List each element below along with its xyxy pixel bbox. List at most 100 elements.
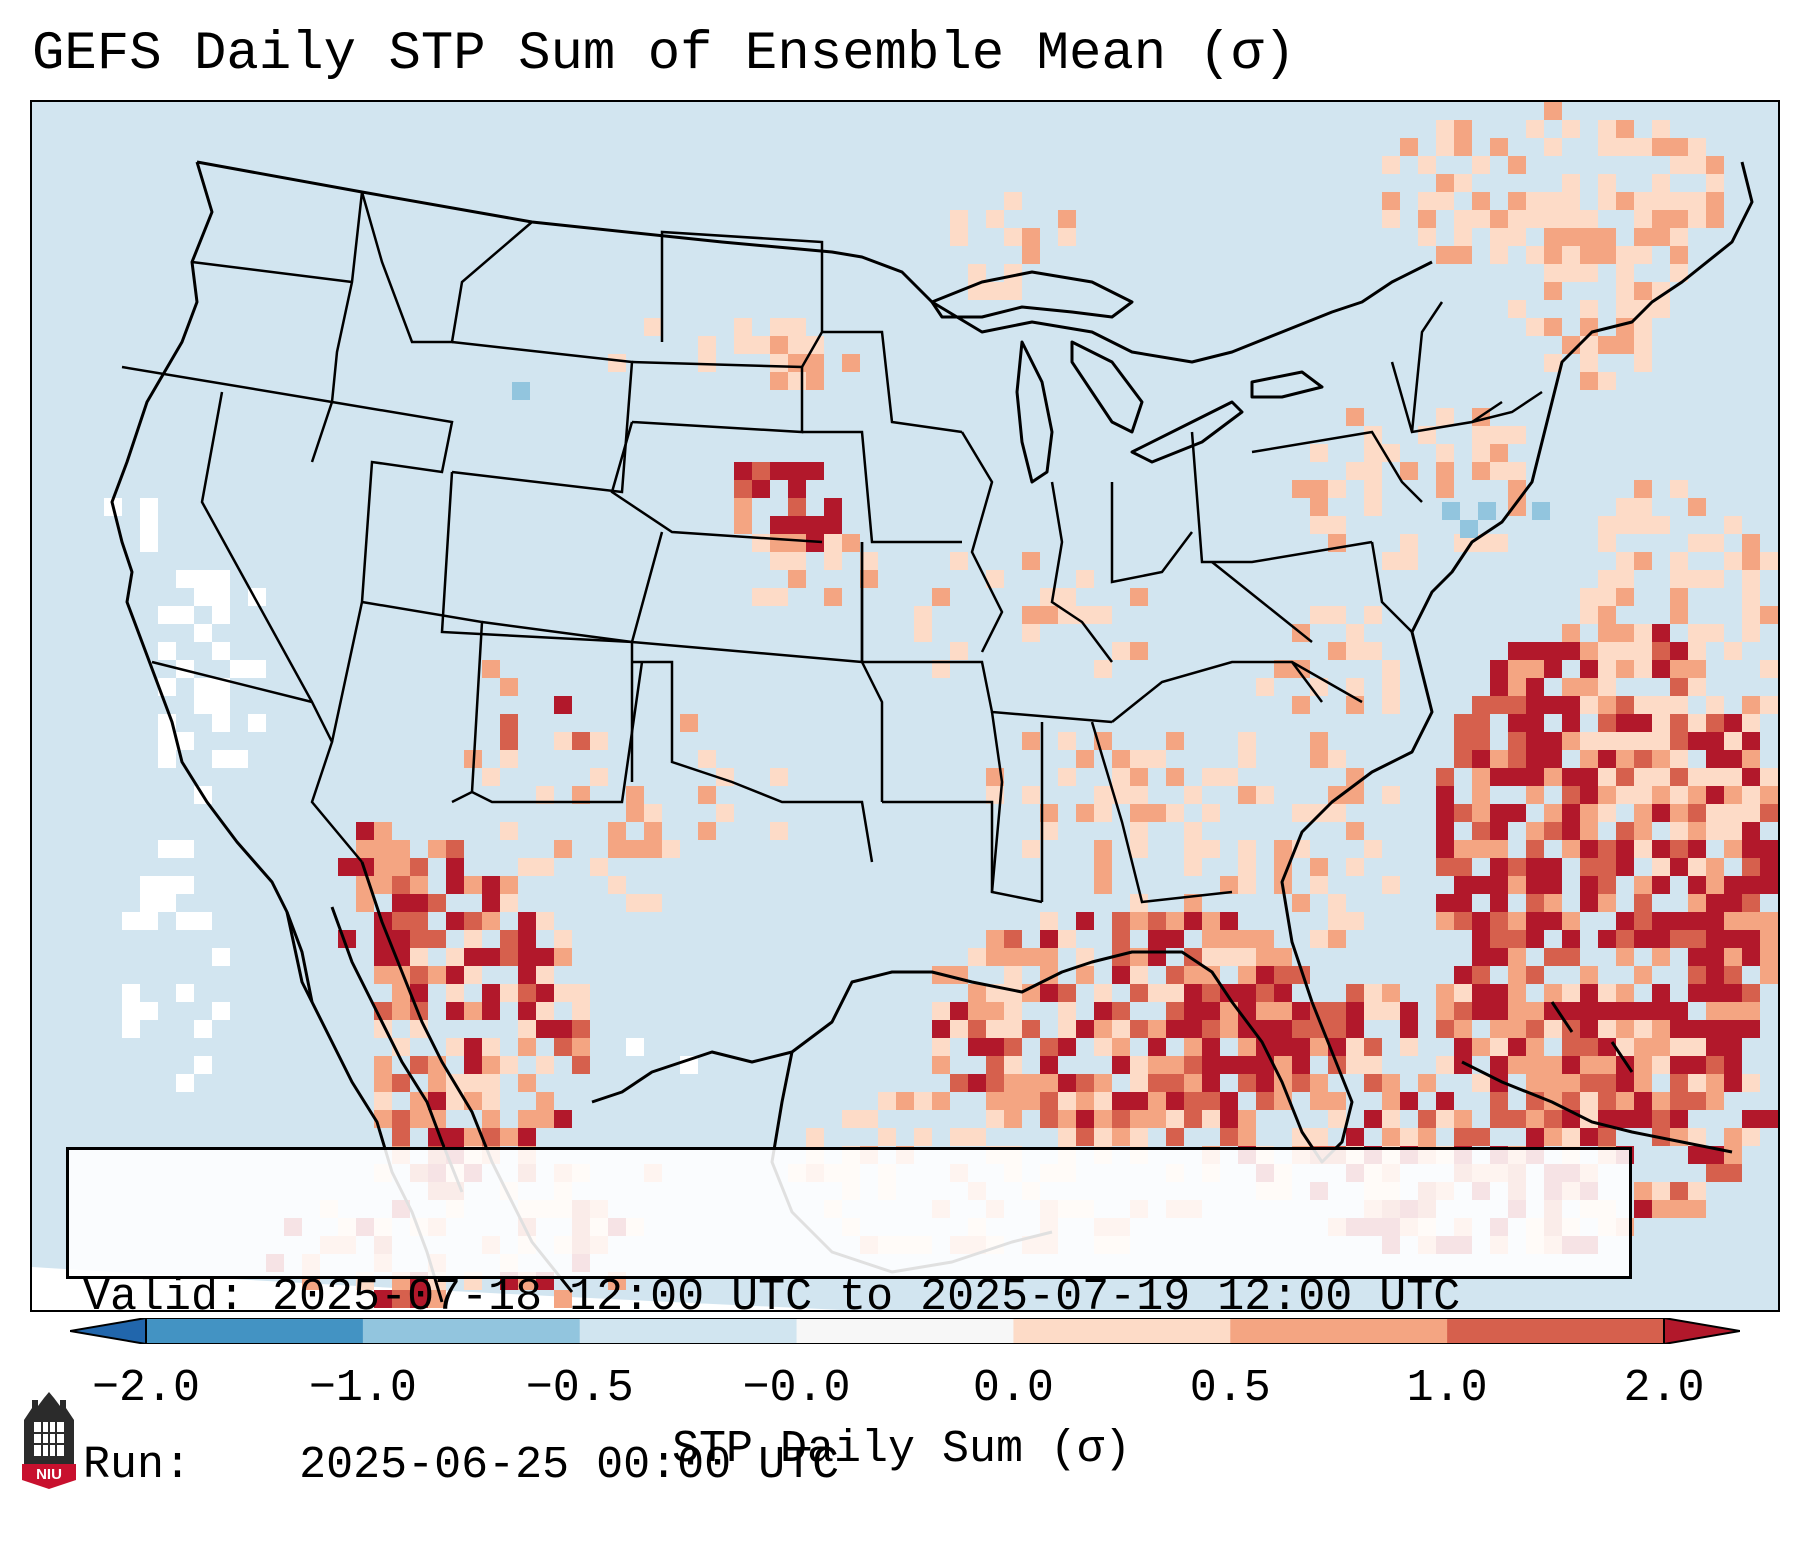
stp-cell: [1004, 264, 1022, 282]
stp-cell: [1454, 138, 1472, 156]
stp-cell: [1094, 1110, 1112, 1128]
stp-cell: [1760, 858, 1778, 876]
stp-cell: [1562, 678, 1580, 696]
stp-cell: [1724, 804, 1742, 822]
stp-cell: [1058, 768, 1076, 786]
stp-cell: [464, 1002, 482, 1020]
stp-cell: [1580, 1002, 1598, 1020]
stp-cell: [1022, 624, 1040, 642]
stp-cell: [536, 1020, 554, 1038]
stp-cell: [1562, 1128, 1580, 1146]
stp-cell: [1706, 1164, 1724, 1182]
stp-cell: [1328, 1110, 1346, 1128]
stp-cell: [1724, 840, 1742, 858]
stp-cell: [1544, 354, 1562, 372]
stp-cell: [1040, 606, 1058, 624]
stp-cell: [1544, 318, 1562, 336]
stp-cell: [446, 912, 464, 930]
stp-cell: [1580, 246, 1598, 264]
stp-cell: [1508, 1056, 1526, 1074]
stp-cell: [1544, 858, 1562, 876]
stp-cell: [1022, 948, 1040, 966]
stp-cell: [1436, 444, 1454, 462]
stp-cell: [788, 498, 806, 516]
stp-cell: [1328, 804, 1346, 822]
stp-cell: [932, 588, 950, 606]
stp-cell: [410, 1290, 428, 1308]
stp-cell: [734, 462, 752, 480]
stp-cell: [1040, 1056, 1058, 1074]
stp-cell: [1040, 984, 1058, 1002]
stp-cell: [1688, 1074, 1706, 1092]
stp-cell: [950, 1074, 968, 1092]
stp-cell: [1508, 1038, 1526, 1056]
stp-cell: [1562, 264, 1580, 282]
stp-cell: [950, 1002, 968, 1020]
stp-cell: [1616, 840, 1634, 858]
stp-cell: [1382, 984, 1400, 1002]
stp-cell: [1598, 804, 1616, 822]
stp-cell: [1112, 1092, 1130, 1110]
stp-cell: [1202, 984, 1220, 1002]
stp-cell: [1454, 1038, 1472, 1056]
stp-cell: [410, 876, 428, 894]
stp-cell: [1706, 174, 1724, 192]
stp-cell: [1508, 858, 1526, 876]
stp-cell: [1094, 858, 1112, 876]
stp-cell: [1220, 912, 1238, 930]
stp-cell: [1544, 138, 1562, 156]
stp-cell: [1184, 1092, 1202, 1110]
stp-cell: [1706, 930, 1724, 948]
stp-cell: [1742, 714, 1760, 732]
stp-cell: [1742, 768, 1760, 786]
stp-cell: [1454, 120, 1472, 138]
stp-cell: [1220, 1020, 1238, 1038]
stp-cell: [1634, 1056, 1652, 1074]
stp-cell: [1598, 858, 1616, 876]
stp-cell: [1184, 822, 1202, 840]
stp-cell: [374, 1092, 392, 1110]
stp-cell: [932, 1020, 950, 1038]
stp-cell: [1472, 462, 1490, 480]
stp-cell: [1274, 966, 1292, 984]
stp-cell: [1544, 768, 1562, 786]
stp-cell: [806, 534, 824, 552]
stp-cell: [1364, 1056, 1382, 1074]
stp-cell: [1652, 1182, 1670, 1200]
stp-cell: [1130, 1092, 1148, 1110]
stp-cell: [482, 1002, 500, 1020]
stp-cell: [1742, 858, 1760, 876]
stp-cell: [464, 930, 482, 948]
stp-cell: [1004, 930, 1022, 948]
stp-cell: [1472, 732, 1490, 750]
stp-cell: [1256, 1074, 1274, 1092]
stp-cell: [1004, 1074, 1022, 1092]
stp-cell: [1202, 1056, 1220, 1074]
stp-cell: [1328, 930, 1346, 948]
stp-cell: [1652, 210, 1670, 228]
stp-cell: [1472, 444, 1490, 462]
stp-cell: [590, 858, 608, 876]
stp-cell: [1670, 1038, 1688, 1056]
stp-cell: [1526, 318, 1544, 336]
stp-cell: [1670, 156, 1688, 174]
stp-cell: [1364, 840, 1382, 858]
stp-cell: [410, 912, 428, 930]
caribbean-islands: [1461, 1001, 1733, 1154]
stp-cell: [1688, 642, 1706, 660]
stp-cell: [1670, 570, 1688, 588]
stp-cell: [374, 966, 392, 984]
stp-cell: [1148, 930, 1166, 948]
stp-cell: [1436, 786, 1454, 804]
stp-cell: [1292, 804, 1310, 822]
stp-cell: [644, 318, 662, 336]
stp-cell: [1460, 520, 1478, 538]
stp-cell: [1724, 768, 1742, 786]
stp-cell: [518, 966, 536, 984]
stp-cell: [752, 480, 770, 498]
stp-cell: [1490, 534, 1508, 552]
stp-cell: [1058, 588, 1076, 606]
stp-cell: [1472, 156, 1490, 174]
stp-cell: [734, 498, 752, 516]
stp-cell: [1742, 1128, 1760, 1146]
